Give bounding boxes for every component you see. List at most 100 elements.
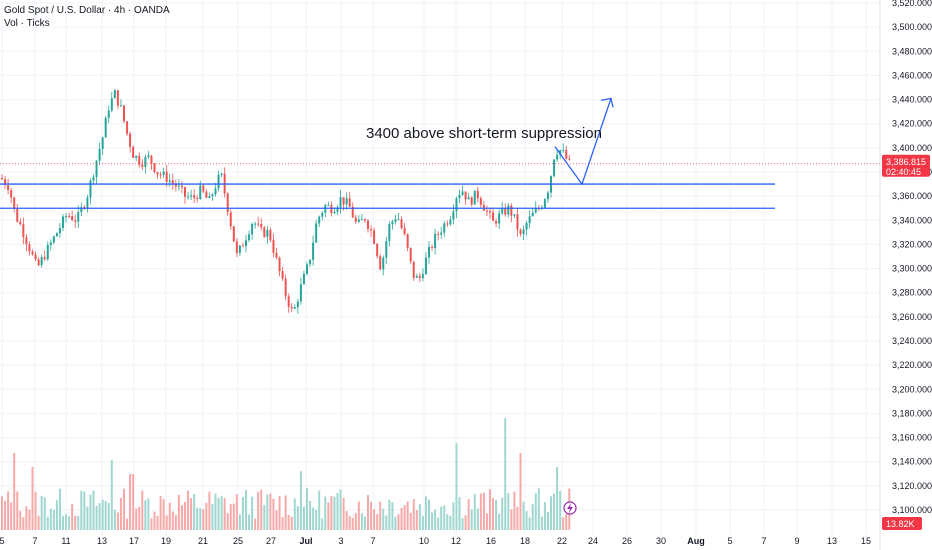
candle-body (263, 227, 266, 237)
candle-body (467, 197, 470, 200)
volume-indicator-title[interactable]: Vol · Ticks (4, 18, 50, 29)
volume-bar (327, 502, 330, 530)
volume-bar (238, 514, 241, 530)
volume-bar (485, 513, 488, 530)
volume-bar (406, 501, 409, 530)
support-levels[interactable] (0, 183, 775, 209)
volume-bar (479, 493, 482, 530)
candle-body (485, 210, 488, 212)
volume-bar (138, 506, 141, 530)
volume-bar (1, 496, 3, 530)
volume-bar (400, 507, 403, 530)
volume-bar (147, 498, 150, 530)
candle-body (306, 264, 308, 274)
volume-bar (220, 496, 223, 530)
volume-bar (403, 505, 406, 530)
volume-bar (83, 491, 86, 530)
volume-bar (321, 518, 324, 530)
candle-body (428, 246, 430, 258)
price-axis[interactable]: 3,520.000 3,500.000 3,480.000 3,460.000 3,44… (892, 0, 932, 515)
candle-body (129, 133, 132, 147)
volume-bar (299, 471, 302, 530)
candle-body (281, 271, 284, 279)
volume-bar (553, 493, 556, 530)
volume-bar (31, 467, 34, 530)
candle-body (418, 275, 421, 279)
volume-bar (171, 511, 174, 530)
time-tick-label: 9 (794, 536, 799, 546)
price-tick-label: 3,320.000 (892, 239, 932, 249)
candle-body (345, 198, 348, 205)
candle-body (199, 185, 202, 199)
candle-body (534, 208, 537, 213)
current-price-tag: 3,386.815 02:40:45 (882, 154, 930, 177)
candle-body (43, 257, 46, 260)
volume-bar (376, 514, 379, 530)
volume-bar (330, 496, 333, 530)
volume-bar (287, 514, 290, 530)
volume-bar (202, 509, 205, 530)
volume-bar (415, 510, 418, 530)
price-tick-label: 3,280.000 (892, 288, 932, 298)
candle-body (312, 242, 315, 260)
candle-body (473, 190, 476, 205)
volume-bar (263, 505, 266, 530)
candle-body (348, 198, 351, 207)
price-tick-label: 3,160.000 (892, 433, 932, 443)
volume-bar (232, 503, 235, 530)
volume-bar (318, 490, 321, 530)
price-tick-label: 3,180.000 (892, 408, 932, 418)
volume-bar (470, 509, 473, 530)
candle-body (150, 155, 153, 164)
volume-bar (55, 500, 58, 530)
flash-icon[interactable] (563, 501, 577, 515)
volume-bar (150, 518, 153, 530)
price-tick-label: 3,340.000 (892, 215, 932, 225)
annotation-text[interactable]: 3400 above short-term suppression (366, 125, 602, 142)
candle-body (318, 216, 321, 224)
projection-arrow[interactable] (554, 97, 614, 186)
volume-bar (418, 504, 421, 530)
volume-bar (144, 500, 147, 530)
time-tick-label: 30 (656, 536, 666, 546)
volume-bar (132, 474, 135, 530)
candle-body (248, 234, 251, 241)
candle-body (116, 90, 119, 106)
volume-bar (339, 489, 342, 530)
candle-body (49, 242, 52, 245)
volume-bar (71, 503, 74, 530)
candle-body (559, 150, 562, 155)
volume-bar (107, 503, 110, 530)
candle-body (412, 261, 415, 278)
volume-bar (254, 518, 257, 530)
time-axis[interactable]: 5 7 11 13 17 19 21 25 27 Jul 3 7 10 12 16 18 22 24 26 30 Aug… (0, 536, 871, 546)
volume-bar (272, 498, 275, 530)
candle-body (293, 306, 296, 309)
volume-bar (446, 514, 449, 530)
candle-body (290, 306, 293, 309)
candle-body (543, 199, 546, 208)
volume-bar (306, 488, 308, 530)
volume-bar (342, 497, 345, 530)
volume-bar (397, 514, 400, 530)
candle-body (77, 212, 80, 222)
candle-body (184, 187, 186, 197)
price-tick-label: 3,420.000 (892, 119, 932, 129)
candle-body (458, 195, 461, 199)
volume-bar (357, 501, 360, 530)
volume-bar (46, 516, 49, 530)
volume-bar (34, 491, 37, 530)
volume-bar (302, 506, 305, 530)
candle-body (34, 254, 37, 260)
candle-body (187, 196, 190, 198)
candle-body (309, 259, 312, 265)
candle-body (397, 219, 400, 221)
candle-body (360, 219, 363, 221)
candle-body (52, 236, 55, 243)
volume-bar (257, 491, 260, 530)
volume-bar (153, 511, 156, 530)
candle-body (434, 233, 437, 249)
price-tick-label: 3,240.000 (892, 336, 932, 346)
symbol-title[interactable]: Gold Spot / U.S. Dollar · 4h · OANDA (4, 5, 170, 16)
